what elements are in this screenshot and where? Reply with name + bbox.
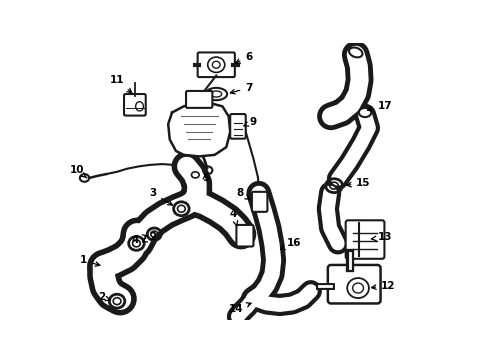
Text: 1: 1 <box>79 255 100 266</box>
Text: 13: 13 <box>371 232 392 242</box>
Text: 14: 14 <box>228 303 251 314</box>
Text: 15: 15 <box>347 178 371 188</box>
Text: 3: 3 <box>149 188 172 205</box>
Text: 9: 9 <box>244 117 257 127</box>
Text: 17: 17 <box>368 101 392 111</box>
FancyBboxPatch shape <box>186 91 212 108</box>
Text: 2: 2 <box>143 232 156 242</box>
FancyBboxPatch shape <box>252 192 268 212</box>
Text: 11: 11 <box>110 75 132 93</box>
Text: 7: 7 <box>230 83 252 94</box>
FancyBboxPatch shape <box>230 114 245 139</box>
Text: 12: 12 <box>371 281 395 291</box>
Text: 8: 8 <box>236 188 250 199</box>
FancyBboxPatch shape <box>328 265 381 303</box>
FancyBboxPatch shape <box>236 225 253 247</box>
Text: 6: 6 <box>236 52 252 63</box>
FancyBboxPatch shape <box>124 94 146 116</box>
Text: 10: 10 <box>70 165 87 178</box>
Text: 4: 4 <box>230 209 238 226</box>
FancyBboxPatch shape <box>345 220 385 259</box>
Text: 2: 2 <box>98 292 111 302</box>
Text: 5: 5 <box>202 173 209 183</box>
Text: 4: 4 <box>132 235 147 244</box>
Text: 16: 16 <box>280 238 301 249</box>
Polygon shape <box>168 103 230 156</box>
